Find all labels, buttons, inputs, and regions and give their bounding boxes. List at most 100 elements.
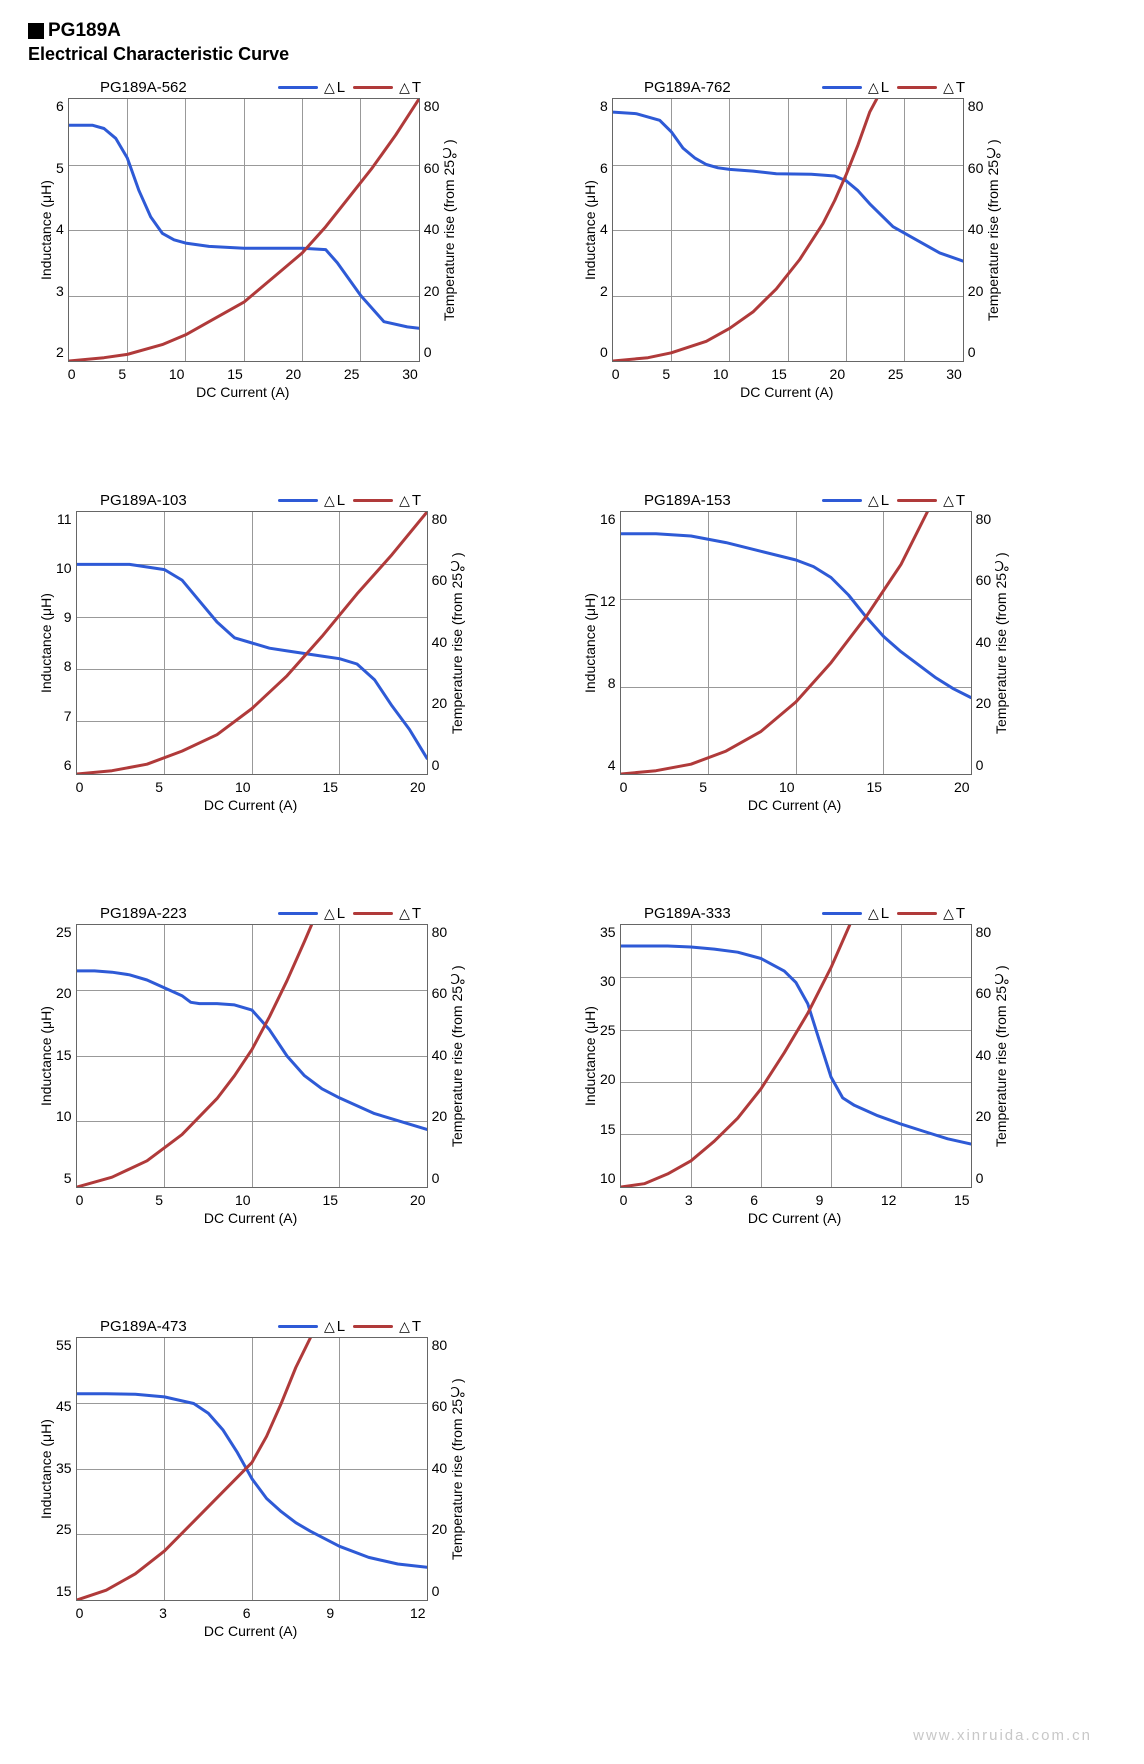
y-axis-right-ticks: 806040200: [964, 98, 984, 360]
product-code: PG189A: [48, 20, 121, 42]
plot-area: [76, 924, 428, 1188]
series-temperature: [621, 512, 927, 774]
chart-legend: △L△T: [814, 492, 965, 509]
legend-item: △T: [353, 492, 421, 509]
legend-label: L: [337, 492, 345, 509]
series-temperature: [77, 925, 312, 1187]
chart-title: PG189A-562: [100, 79, 270, 96]
series-inductance: [621, 946, 971, 1144]
legend-label: L: [337, 1318, 345, 1335]
legend-label: T: [956, 79, 965, 96]
y-axis-right-label: Temperature rise (from 25℃): [991, 924, 1011, 1188]
legend-swatch: [822, 86, 862, 89]
x-axis-ticks: 051015202530: [68, 366, 418, 382]
y-axis-left-label: Inductance (μH): [36, 98, 56, 362]
legend-swatch: [353, 1325, 393, 1328]
x-axis-ticks: 05101520: [76, 1192, 426, 1208]
y-axis-right-label: Temperature rise (from 25℃): [983, 98, 1003, 362]
y-axis-left-ticks: 86420: [600, 98, 612, 360]
legend-label: T: [956, 492, 965, 509]
chart-legend: △L △T: [270, 79, 421, 96]
legend-swatch: [278, 912, 318, 915]
legend-label: T: [412, 79, 421, 96]
legend-swatch: [353, 912, 393, 915]
chart-title: PG189A-153: [644, 492, 814, 509]
plot-area: [76, 1337, 428, 1601]
y-axis-left-ticks: 252015105: [56, 924, 76, 1186]
y-axis-left-label: Inductance (μH): [36, 511, 56, 775]
plot-area: [612, 98, 964, 362]
y-axis-left-ticks: 65432: [56, 98, 68, 360]
legend-label: T: [956, 905, 965, 922]
chart-panel: PG189A-223△L△TInductance (μH)25201510580…: [28, 905, 572, 1288]
page-header: PG189A: [28, 20, 1116, 42]
chart-title: PG189A-333: [644, 905, 814, 922]
plot-area: [620, 924, 972, 1188]
y-axis-right-label: Temperature rise (from 25℃): [991, 511, 1011, 775]
legend-label: T: [412, 1318, 421, 1335]
legend-swatch: [897, 86, 937, 89]
legend-swatch: [278, 1325, 318, 1328]
legend-item: △T: [353, 79, 421, 96]
x-axis-label: DC Current (A): [612, 384, 962, 400]
plot-area: [76, 511, 428, 775]
legend-item: △T: [353, 1318, 421, 1335]
x-axis-ticks: 05101520: [620, 779, 970, 795]
legend-item: △T: [897, 79, 965, 96]
y-axis-right-label: Temperature rise (from 25℃): [447, 511, 467, 775]
legend-swatch: [278, 499, 318, 502]
chart-legend: △L△T: [270, 905, 421, 922]
y-axis-left-label: Inductance (μH): [580, 924, 600, 1188]
chart-legend: △L △T: [814, 79, 965, 96]
series-inductance: [621, 534, 971, 698]
legend-item: △T: [897, 492, 965, 509]
legend-swatch: [897, 499, 937, 502]
x-axis-ticks: 05101520: [76, 779, 426, 795]
page-subtitle: Electrical Characteristic Curve: [28, 44, 1116, 65]
x-axis-ticks: 051015202530: [612, 366, 962, 382]
series-inductance: [77, 1393, 427, 1567]
chart-panel: PG189A-473△L△TInductance (μH)55453525158…: [28, 1318, 572, 1701]
x-axis-label: DC Current (A): [76, 1623, 426, 1639]
legend-swatch: [353, 86, 393, 89]
legend-label: L: [881, 492, 889, 509]
y-axis-left-ticks: 11109876: [56, 511, 76, 773]
series-inductance: [613, 112, 963, 261]
chart-panel: PG189A-762 △L △T Inductance (μH)86420 806040…: [572, 79, 1116, 462]
y-axis-left-label: Inductance (μH): [36, 924, 56, 1188]
y-axis-right-ticks: 806040200: [428, 511, 448, 773]
legend-label: L: [881, 79, 889, 96]
chart-title: PG189A-223: [100, 905, 270, 922]
legend-item: △L: [822, 905, 889, 922]
plot-area: [620, 511, 972, 775]
y-axis-right-label: Temperature rise (from 25℃): [447, 1337, 467, 1601]
bullet-square: [28, 23, 44, 39]
x-axis-label: DC Current (A): [620, 797, 970, 813]
series-temperature: [69, 99, 419, 361]
legend-item: △L: [278, 492, 345, 509]
legend-label: T: [412, 905, 421, 922]
legend-item: △L: [278, 1318, 345, 1335]
chart-panel: PG189A-562△L△TInductance (μH)65432806040…: [28, 79, 572, 462]
legend-swatch: [897, 912, 937, 915]
legend-item: △L: [822, 79, 889, 96]
legend-swatch: [353, 499, 393, 502]
chart-panel: PG189A-153△L△TInductance (μH)16128480604…: [572, 492, 1116, 875]
y-axis-right-ticks: 806040200: [428, 924, 448, 1186]
legend-label: L: [337, 905, 345, 922]
y-axis-left-label: Inductance (μH): [580, 98, 600, 362]
y-axis-right-label: Temperature rise (from 25℃): [447, 924, 467, 1188]
legend-item: △L: [278, 79, 345, 96]
legend-swatch: [278, 86, 318, 89]
y-axis-left-ticks: 161284: [600, 511, 620, 773]
chart-legend: △L △T: [270, 492, 421, 509]
legend-item: △T: [353, 905, 421, 922]
chart-title: PG189A-762: [644, 79, 814, 96]
x-axis-label: DC Current (A): [68, 384, 418, 400]
y-axis-left-label: Inductance (μH): [580, 511, 600, 775]
y-axis-right-ticks: 806040200: [972, 511, 992, 773]
plot-area: [68, 98, 420, 362]
y-axis-right-ticks: 806040200: [428, 1337, 448, 1599]
series-temperature: [77, 1338, 310, 1600]
x-axis-ticks: 03691215: [620, 1192, 970, 1208]
